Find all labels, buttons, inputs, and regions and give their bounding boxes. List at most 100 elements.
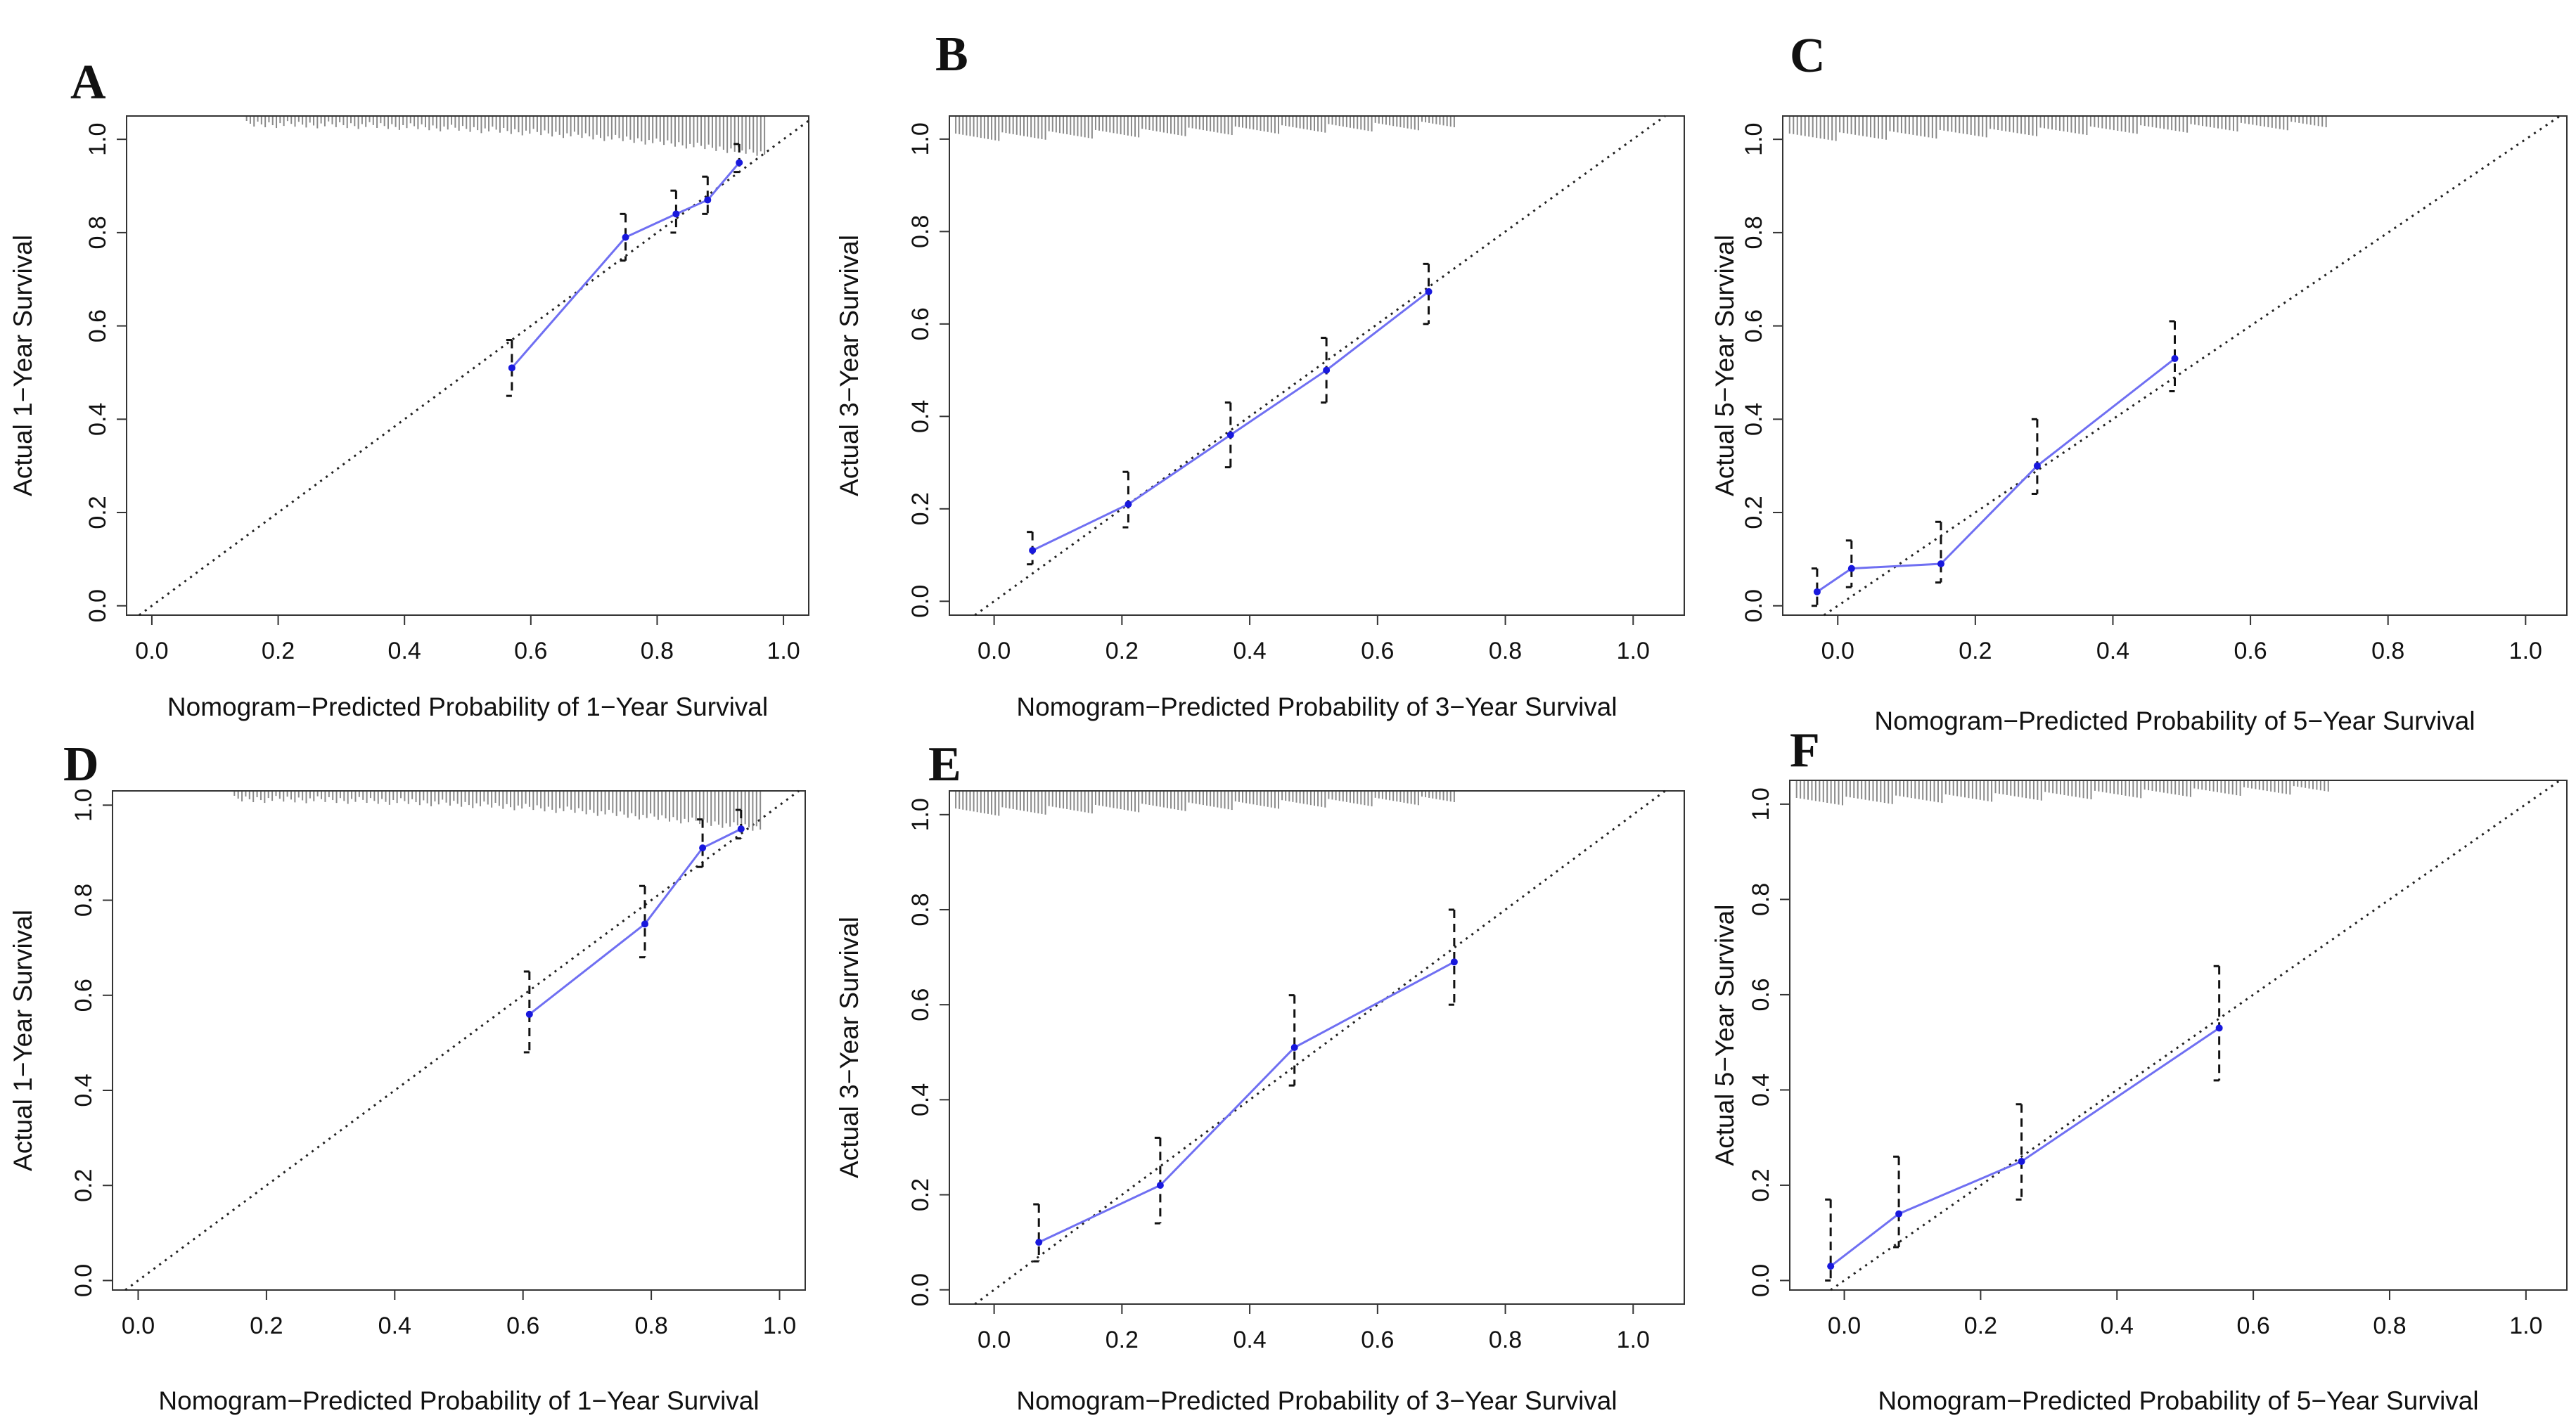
calibration-point (1124, 501, 1132, 508)
x-tick-label: 1.0 (767, 638, 800, 664)
calibration-point (1937, 560, 1944, 568)
x-tick-label: 0.8 (2373, 1313, 2406, 1339)
error-bar (1825, 1198, 1832, 1282)
x-tick-label: 0.8 (1489, 1327, 1522, 1353)
ideal-line (124, 789, 800, 1291)
x-tick-label: 0.4 (1233, 638, 1266, 664)
error-bar (2031, 418, 2039, 495)
ideal-line (1823, 115, 2561, 617)
plot-frame (949, 790, 1685, 1305)
calibration-point (1813, 588, 1821, 595)
panel-letter: E (928, 737, 961, 792)
ideal-line (1830, 779, 2561, 1291)
calibration-point (508, 364, 515, 372)
x-axis-label: Nomogram−Predicted Probability of 5−Year… (1878, 1386, 2478, 1415)
y-tick-label: 0.6 (1748, 978, 1774, 1011)
calibration-point (1450, 958, 1458, 966)
x-tick-label: 0.0 (978, 1327, 1011, 1353)
x-tick-label: 0.4 (378, 1313, 411, 1339)
y-tick-label: 0.4 (907, 1083, 934, 1116)
x-tick-label: 0.6 (2236, 1313, 2269, 1339)
calibration-point (2215, 1024, 2223, 1032)
y-tick-label: 0.2 (1748, 1168, 1774, 1201)
rug-marks (1795, 781, 2329, 806)
ideal-line (974, 115, 1666, 617)
y-tick-label: 0.8 (1741, 216, 1767, 249)
y-tick-label: 0.6 (1741, 309, 1767, 342)
x-tick-label: 0.4 (388, 638, 421, 664)
rug-marks (955, 792, 1455, 816)
y-tick-label: 0.0 (1741, 589, 1767, 622)
error-bar (1122, 470, 1129, 529)
calibration-point (1156, 1182, 1164, 1189)
rug-marks (245, 117, 766, 156)
y-tick-label: 0.2 (907, 1178, 934, 1211)
x-tick-label: 0.0 (978, 638, 1011, 664)
y-axis-label: Actual 1−Year Survival (8, 235, 37, 496)
error-bar (523, 970, 531, 1054)
x-tick-label: 0.8 (641, 638, 674, 664)
x-tick-label: 0.2 (250, 1313, 283, 1339)
y-tick-label: 0.6 (907, 988, 934, 1021)
x-tick-label: 1.0 (2509, 638, 2542, 664)
panel-letter: F (1790, 723, 1820, 778)
x-tick-label: 0.6 (2234, 638, 2267, 664)
x-tick-label: 1.0 (1617, 638, 1650, 664)
calibration-point (2033, 462, 2041, 470)
x-tick-label: 0.8 (634, 1313, 667, 1339)
calibration-point (525, 1010, 533, 1018)
x-tick-label: 1.0 (763, 1313, 796, 1339)
y-tick-label: 0.4 (1741, 403, 1767, 436)
x-tick-label: 0.4 (2096, 638, 2129, 664)
plot-frame (1782, 115, 2568, 616)
calibration-point (1029, 546, 1037, 554)
y-tick-label: 0.2 (84, 496, 111, 529)
panel-letter: D (63, 737, 99, 792)
panel-letter: C (1790, 29, 1826, 83)
y-tick-label: 0.4 (84, 403, 111, 436)
panel-f: F 0.0 0.2 0.4 0.6 0.8 1.0 0.0 0.2 0.4 0.6 0.8 1.0 Nom… (1710, 723, 2568, 1415)
calibration-point (622, 233, 629, 241)
x-tick-label: 0.0 (1821, 638, 1854, 664)
x-tick-label: 0.0 (135, 638, 168, 664)
y-tick-label: 0.8 (907, 893, 934, 926)
error-bar (697, 818, 704, 868)
calibration-line (511, 162, 741, 369)
calibration-line (528, 827, 742, 1015)
calibration-point (699, 844, 707, 852)
calibration-point (1895, 1210, 1903, 1218)
y-axis-label: Actual 5−Year Survival (1710, 905, 1739, 1166)
calibration-point (2171, 355, 2179, 363)
y-axis-label: Actual 5−Year Survival (1710, 235, 1739, 496)
x-tick-label: 1.0 (1617, 1327, 1650, 1353)
error-bar (2213, 965, 2221, 1082)
y-tick-label: 0.4 (907, 400, 934, 433)
x-tick-label: 0.2 (262, 638, 295, 664)
panel-d: D 0.0 0.2 0.4 0.6 0.8 1.0 0.0 0.2 0.4 0.6 0.8 1.0 Nom… (8, 737, 806, 1415)
panel-b: B 0.0 0.2 0.4 0.6 0.8 1.0 0.0 0.2 0.4 0.6 0.8 1.0 Nom… (835, 27, 1685, 721)
panel-c: C 0.0 0.2 0.4 0.6 0.8 1.0 0.0 0.2 0.4 0.6 0.8 1.0 Nom… (1710, 29, 2568, 735)
calibration-point (2018, 1158, 2025, 1166)
y-tick-label: 0.0 (1748, 1264, 1774, 1297)
calibration-point (1290, 1044, 1298, 1051)
error-bar (1935, 520, 1942, 584)
panel-a: A 0.0 0.2 0.4 0.6 0.8 1.0 0.0 0.2 0.4 0.6 0.8 1.0 Nom… (8, 56, 809, 721)
x-tick-label: 0.2 (1106, 638, 1139, 664)
panel-e: E 0.0 0.2 0.4 0.6 0.8 1.0 0.0 0.2 0.4 0.6 0.8 1.0 Nom… (835, 737, 1685, 1415)
y-tick-label: 1.0 (907, 122, 934, 155)
plot-frame (949, 115, 1685, 616)
x-tick-label: 0.4 (1233, 1327, 1266, 1353)
error-bar (1288, 994, 1296, 1087)
y-tick-label: 1.0 (84, 123, 111, 156)
x-tick-label: 0.6 (1361, 638, 1394, 664)
x-tick-label: 0.6 (514, 638, 547, 664)
y-tick-label: 0.8 (84, 216, 111, 249)
y-tick-label: 0.2 (70, 1169, 97, 1202)
rug-marks (1788, 117, 2327, 141)
y-tick-label: 0.8 (1748, 883, 1774, 916)
y-tick-label: 1.0 (1748, 787, 1774, 820)
y-axis-label: Actual 1−Year Survival (8, 910, 37, 1171)
error-bar (2016, 1103, 2023, 1201)
calibration-point (672, 210, 680, 218)
